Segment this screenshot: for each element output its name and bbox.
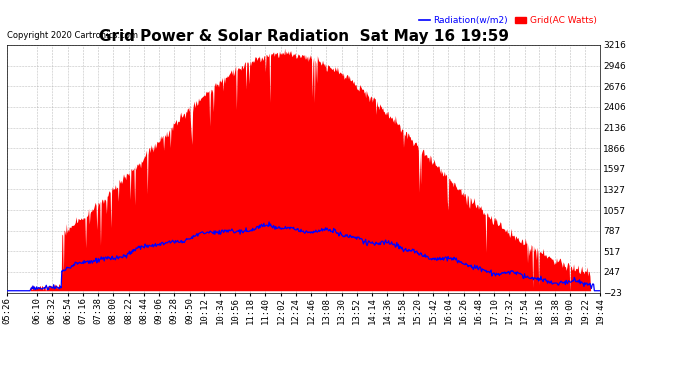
- Title: Grid Power & Solar Radiation  Sat May 16 19:59: Grid Power & Solar Radiation Sat May 16 …: [99, 29, 509, 44]
- Legend: Radiation(w/m2), Grid(AC Watts): Radiation(w/m2), Grid(AC Watts): [415, 13, 600, 29]
- Text: Copyright 2020 Cartronics.com: Copyright 2020 Cartronics.com: [7, 31, 138, 40]
